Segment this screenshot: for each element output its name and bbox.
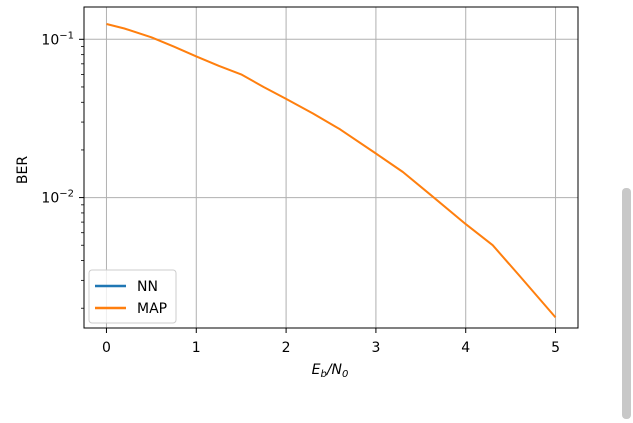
y-tick-label-base: 10 [41,32,59,48]
legend-label-nn: NN [137,279,158,295]
x-axis-label-main: E [312,362,321,378]
legend-box [88,269,177,324]
x-axis-label-mid: /N [325,362,343,378]
vertical-scrollbar[interactable] [622,188,631,419]
x-tick-label: 2 [282,340,291,356]
x-tick-label: 1 [192,340,201,356]
x-tick-label: 0 [102,340,111,356]
legend: NN MAP [88,269,177,324]
plot-frame [83,6,579,329]
y-tick-label-exponent: −1 [59,30,74,41]
x-axis-label: Eb/N0 [312,362,349,380]
y-tick-label-base: 10 [41,191,59,207]
series-layer [106,23,557,319]
y-tick-label: 10−1 [41,30,74,48]
x-tick-label: 3 [371,340,380,356]
x-axis-label-sub2: 0 [342,369,348,380]
tick-layer: 0 1 2 3 4 510−110−2 [41,30,560,356]
grid-layer [84,7,578,328]
y-tick-label-exponent: −2 [59,189,74,200]
x-tick-label: 5 [551,340,560,356]
x-tick-label: 4 [461,340,470,356]
y-tick-label: 10−2 [41,189,74,207]
y-axis-label: BER [15,156,31,184]
legend-label-map: MAP [137,301,167,317]
x-axis-label-sub: b [320,369,326,380]
series-line-map [106,23,557,319]
